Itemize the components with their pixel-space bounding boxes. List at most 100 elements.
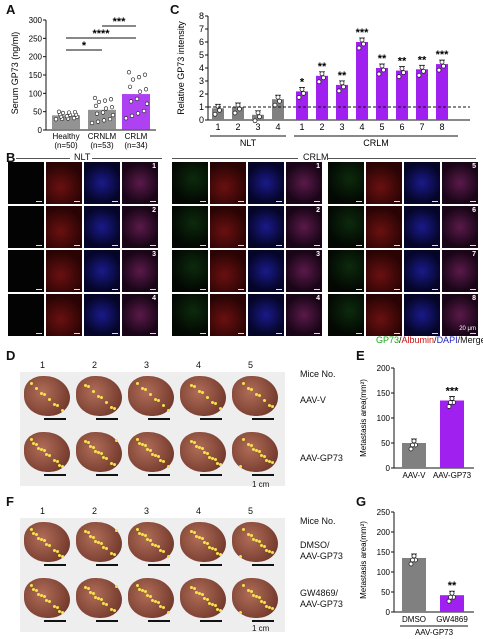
chartA-point xyxy=(96,99,102,105)
chartA-xtick-label: Healthy xyxy=(52,132,79,141)
micrograph-row-number: 4 xyxy=(316,295,320,302)
metastasis-nodule xyxy=(102,456,105,459)
chartC-sig: ** xyxy=(418,54,427,66)
chartE-ytick-label: 50 xyxy=(381,439,390,448)
micrograph-scale-bar xyxy=(150,245,156,246)
panel-d-mice-label: Mice No. xyxy=(300,369,336,379)
metastasis-nodule xyxy=(154,544,157,547)
metastasis-nodule xyxy=(219,553,222,556)
micrograph-scale-bar xyxy=(470,333,476,334)
metastasis-nodule xyxy=(113,407,116,410)
scale-bar xyxy=(96,418,118,420)
scale-bar xyxy=(96,620,118,622)
metastasis-nodule xyxy=(157,601,160,604)
chartC-ytick-label: 0 xyxy=(199,115,204,125)
metastasis-nodule xyxy=(138,588,141,591)
chartA-xtick-label: CRNLM xyxy=(88,132,117,141)
micrograph-row-number: 2 xyxy=(316,207,320,214)
micrograph-tile: 4 xyxy=(286,294,322,336)
chartC-ytick-label: 6 xyxy=(199,37,204,47)
micrograph-scale-bar xyxy=(394,289,400,290)
chartC-sig: ** xyxy=(378,53,387,65)
chart-c: Relative GP73 intensity 0 1 2 3 4 5 6 7 8 1 2 3 4 * 1 *… xyxy=(176,11,470,148)
metastasis-nodule xyxy=(100,396,103,399)
chartC-sig: ** xyxy=(398,56,407,68)
micrograph-tile xyxy=(328,206,364,248)
chartC-point xyxy=(336,88,342,94)
metastasis-nodule xyxy=(40,538,43,541)
chartC-sig: * xyxy=(300,76,305,88)
metastasis-nodule xyxy=(219,609,222,612)
micrograph-scale-bar xyxy=(74,289,80,290)
chartA-point xyxy=(130,77,136,82)
micrograph-row-number: 1 xyxy=(152,163,156,170)
scale-bar xyxy=(148,418,170,420)
metastasis-nodule xyxy=(61,611,64,614)
chartA-point xyxy=(92,95,98,101)
metastasis-nodule xyxy=(255,393,258,396)
micrograph-tile xyxy=(404,294,440,336)
chartG-xtick-label: DMSO xyxy=(402,615,426,624)
metastasis-nodule xyxy=(242,528,245,531)
liver-specimen xyxy=(76,522,122,562)
metastasis-nodule xyxy=(211,603,214,606)
metastasis-nodule xyxy=(260,544,263,547)
metastasis-nodule xyxy=(154,600,157,603)
scale-bar xyxy=(148,620,170,622)
chartA-point xyxy=(142,72,148,77)
metastasis-nodule xyxy=(263,399,266,402)
mouse-number-label: 4 xyxy=(196,506,202,516)
chartA-point xyxy=(66,110,72,115)
metastasis-nodule xyxy=(100,598,103,601)
metastasis-nodule xyxy=(84,384,87,387)
micrograph-scale-bar xyxy=(200,289,206,290)
micrograph-scale-bar xyxy=(432,333,438,334)
chartA-point xyxy=(94,111,100,116)
micrograph-tile xyxy=(8,250,44,292)
micrograph-tile: 8 20 μm xyxy=(442,294,478,336)
panel-f-row1-label: DMSO/AAV-GP73 xyxy=(300,540,343,561)
micrograph-tile xyxy=(46,294,82,336)
metastasis-nodule xyxy=(89,591,92,594)
metastasis-nodule xyxy=(45,453,48,456)
metastasis-nodule xyxy=(157,545,160,548)
metastasis-nodule xyxy=(265,549,268,552)
scale-bar xyxy=(200,564,222,566)
panel-letter-e: E xyxy=(356,348,365,363)
micrograph-tile: 7 xyxy=(442,250,478,292)
chartC-sig: ** xyxy=(318,61,327,73)
metastasis-nodule xyxy=(203,451,206,454)
scale-bar xyxy=(252,418,274,420)
liver-specimen xyxy=(24,578,70,618)
metastasis-nodule xyxy=(30,528,33,531)
micrograph-scale-bar xyxy=(200,201,206,202)
liver-specimen xyxy=(24,432,70,472)
metastasis-nodule xyxy=(216,462,219,465)
metastasis-nodule xyxy=(87,385,90,388)
metastasis-nodule xyxy=(61,555,64,558)
chartE-point xyxy=(449,396,455,401)
metastasis-nodule xyxy=(252,448,255,451)
metastasis-nodule xyxy=(53,459,56,462)
chartC-ytick-label: 2 xyxy=(199,89,204,99)
chartC-point xyxy=(217,107,222,113)
metastasis-nodule xyxy=(84,586,87,589)
chartA-point xyxy=(102,98,108,103)
metastasis-nodule xyxy=(56,404,59,407)
metastasis-nodule xyxy=(193,531,196,534)
metastasis-nodule xyxy=(198,536,201,539)
panel-letter-c: C xyxy=(170,2,180,17)
chartA-sig: * xyxy=(82,40,87,52)
liver-specimen xyxy=(232,578,278,618)
micrograph-tile xyxy=(210,250,246,292)
chartA-ytick-label: 300 xyxy=(29,16,43,25)
micrograph-scale-bar xyxy=(276,245,282,246)
nlt-line-left xyxy=(16,158,70,159)
chartC-point xyxy=(361,41,366,47)
metastasis-nodule xyxy=(43,449,46,452)
micrograph-tile xyxy=(248,294,284,336)
chart-a-ylabel: Serum GP73 (ng/ml) xyxy=(10,32,20,115)
micrograph-tile xyxy=(84,294,120,336)
metastasis-nodule xyxy=(167,465,170,468)
metastasis-nodule xyxy=(141,589,144,592)
